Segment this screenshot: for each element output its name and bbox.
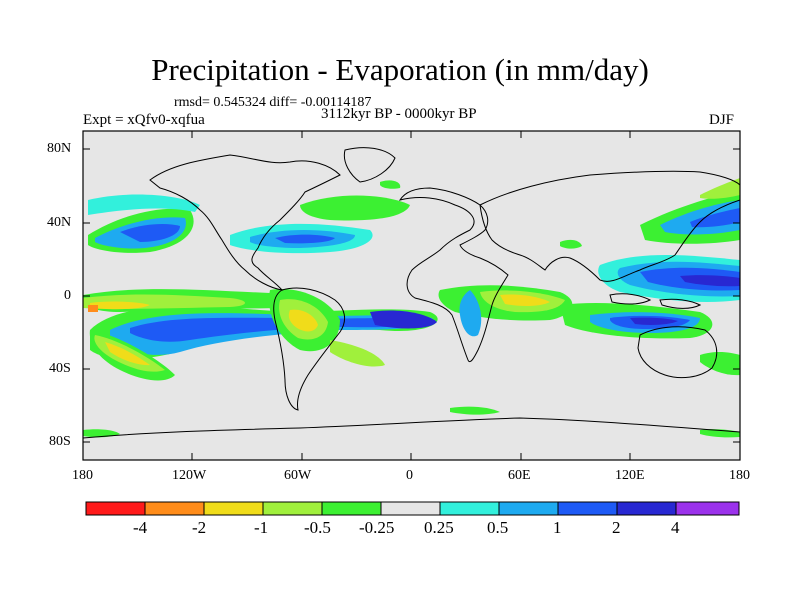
lon-label-60e: 60E: [508, 468, 531, 483]
colorbar-box-2: [203, 501, 264, 516]
colorbar-label-6: 0.5: [487, 518, 509, 537]
lon-ticks: [191, 131, 631, 460]
new-guinea-coast: [659, 298, 702, 309]
colorbar-label-2: -1: [254, 518, 269, 537]
anomaly-fields: [83, 178, 740, 438]
colorbar-box-8: [557, 501, 618, 516]
colorbar-label-1: -2: [192, 518, 207, 537]
season-label: DJF: [709, 112, 735, 128]
lat-label-40n: 40N: [47, 215, 72, 230]
greenland-coast: [343, 147, 396, 183]
indonesia-coast: [609, 293, 652, 305]
colorbar-box-6: [439, 501, 500, 516]
colorbar-label-3: -0.5: [304, 518, 331, 537]
antarctica-coast: [83, 417, 740, 439]
colorbar-box-1: [144, 501, 205, 516]
colorbar-box-10: [675, 501, 740, 516]
map-title: Precipitation - Evaporation (in mm/day): [151, 52, 649, 87]
colorbar-box-5: [380, 501, 441, 516]
colorbar-box-4: [321, 501, 382, 516]
colorbar-label-7: 1: [553, 518, 562, 537]
lon-label-120e: 120E: [615, 468, 645, 483]
colorbar-label-8: 2: [612, 518, 621, 537]
asia-coast: [479, 170, 740, 282]
period-label: 3112kyr BP - 0000kyr BP: [321, 106, 477, 122]
lon-label-0: 0: [406, 468, 413, 483]
experiment-label: Expt = xQfv0-xqfua: [83, 112, 205, 128]
lat-label-80s: 80S: [49, 434, 71, 449]
lon-label-180e: 180: [729, 468, 750, 483]
lon-label-120w: 120W: [172, 468, 207, 483]
colorbar-label-5: 0.25: [424, 518, 454, 537]
colorbar-label-0: -4: [133, 518, 148, 537]
colorbar-box-3: [262, 501, 323, 516]
colorbar-label-9: 4: [671, 518, 680, 537]
australia-coast: [637, 326, 718, 379]
stats-line: rmsd= 0.545324 diff= -0.00114187: [174, 95, 372, 110]
colorbar-box-7: [498, 501, 559, 516]
lon-label-180w: 180: [72, 468, 93, 483]
south-america-coast: [273, 287, 346, 411]
lat-label-40s: 40S: [49, 361, 71, 376]
colorbar-box-0: [85, 501, 146, 516]
lat-ticks: [83, 148, 740, 443]
lon-label-60w: 60W: [284, 468, 312, 483]
colorbar-label-4: -0.25: [359, 518, 395, 537]
lat-label-0: 0: [64, 288, 71, 303]
coastlines: [83, 147, 740, 439]
africa-europe-coast: [398, 187, 509, 363]
colorbar-box-9: [616, 501, 677, 516]
colorbar: [85, 501, 740, 516]
north-america-coast: [149, 154, 341, 291]
lat-label-80n: 80N: [47, 141, 72, 156]
